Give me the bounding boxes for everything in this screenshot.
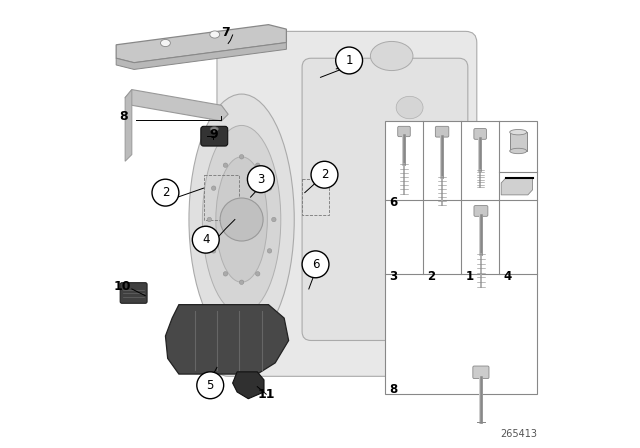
Text: 2: 2	[428, 270, 436, 283]
Text: 265413: 265413	[500, 429, 538, 439]
FancyBboxPatch shape	[120, 283, 147, 303]
FancyBboxPatch shape	[217, 31, 477, 376]
Ellipse shape	[509, 129, 527, 135]
Text: 4: 4	[202, 233, 209, 246]
Circle shape	[223, 271, 228, 276]
Ellipse shape	[406, 221, 431, 246]
Text: 8: 8	[389, 383, 397, 396]
Circle shape	[223, 163, 228, 168]
Text: 10: 10	[113, 280, 131, 293]
FancyBboxPatch shape	[509, 132, 527, 151]
Polygon shape	[116, 43, 287, 69]
FancyBboxPatch shape	[474, 206, 488, 216]
Ellipse shape	[202, 125, 281, 314]
Ellipse shape	[371, 42, 413, 71]
Text: 3: 3	[257, 172, 264, 186]
Circle shape	[197, 372, 224, 399]
Ellipse shape	[210, 31, 220, 38]
FancyBboxPatch shape	[201, 126, 228, 146]
Circle shape	[248, 166, 275, 193]
Circle shape	[268, 186, 272, 190]
Text: 8: 8	[120, 110, 128, 123]
Circle shape	[311, 161, 338, 188]
Text: 1: 1	[346, 54, 353, 67]
Text: 7: 7	[221, 26, 230, 39]
Polygon shape	[233, 372, 264, 399]
Ellipse shape	[396, 96, 423, 119]
Text: 3: 3	[389, 270, 397, 283]
Circle shape	[239, 280, 244, 284]
Polygon shape	[125, 90, 228, 121]
Text: 9: 9	[209, 128, 218, 141]
Ellipse shape	[216, 157, 268, 282]
Text: 11: 11	[257, 388, 275, 401]
Polygon shape	[501, 178, 532, 195]
Ellipse shape	[189, 94, 294, 345]
Text: 1: 1	[466, 270, 474, 283]
Ellipse shape	[161, 39, 170, 47]
Circle shape	[211, 249, 216, 253]
Circle shape	[152, 179, 179, 206]
Ellipse shape	[509, 148, 527, 154]
Text: 6: 6	[389, 196, 397, 209]
Circle shape	[255, 163, 260, 168]
FancyBboxPatch shape	[474, 129, 486, 139]
Text: 6: 6	[312, 258, 319, 271]
Circle shape	[302, 251, 329, 278]
FancyBboxPatch shape	[473, 366, 489, 379]
Ellipse shape	[392, 284, 419, 307]
Circle shape	[255, 271, 260, 276]
Circle shape	[268, 249, 272, 253]
Polygon shape	[165, 305, 289, 374]
Circle shape	[211, 186, 216, 190]
FancyBboxPatch shape	[435, 126, 449, 137]
Circle shape	[220, 198, 263, 241]
Text: 5: 5	[207, 379, 214, 392]
Circle shape	[336, 47, 362, 74]
Circle shape	[271, 217, 276, 222]
Text: 2: 2	[162, 186, 169, 199]
Polygon shape	[116, 25, 287, 63]
Circle shape	[192, 226, 219, 253]
Text: 2: 2	[321, 168, 328, 181]
FancyBboxPatch shape	[302, 58, 468, 340]
Ellipse shape	[210, 127, 218, 131]
Ellipse shape	[421, 159, 444, 181]
Text: 4: 4	[504, 270, 512, 283]
FancyBboxPatch shape	[385, 121, 538, 394]
Circle shape	[239, 155, 244, 159]
Circle shape	[207, 217, 212, 222]
FancyBboxPatch shape	[397, 126, 410, 137]
Polygon shape	[125, 90, 132, 161]
